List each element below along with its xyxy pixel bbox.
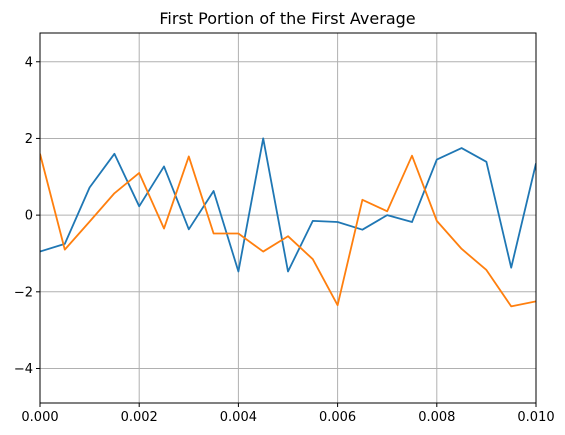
y-tick-label: −2	[14, 285, 33, 300]
grid-lines	[39, 33, 537, 403]
series-line-1	[40, 137, 536, 273]
x-tick-label: 0.010	[517, 410, 554, 425]
x-tick-label: 0.002	[121, 410, 158, 425]
series-lines	[40, 137, 536, 308]
x-tick-label: 0.006	[319, 410, 356, 425]
plot-frame	[39, 32, 537, 404]
chart-title: First Portion of the First Average	[159, 9, 415, 28]
y-tick-label: −4	[14, 362, 33, 377]
y-tick-label: 0	[25, 209, 33, 224]
y-tick-label: 4	[25, 55, 33, 70]
x-tick-label: 0.004	[220, 410, 257, 425]
axis-ticks: 0.000 0.002 0.004 0.006 0.008 0.010 −4 −2 0 2 4	[14, 55, 555, 425]
series-line-2	[40, 153, 536, 308]
x-tick-label: 0.000	[21, 410, 58, 425]
x-tick-label: 0.008	[418, 410, 455, 425]
y-tick-label: 2	[25, 132, 33, 147]
